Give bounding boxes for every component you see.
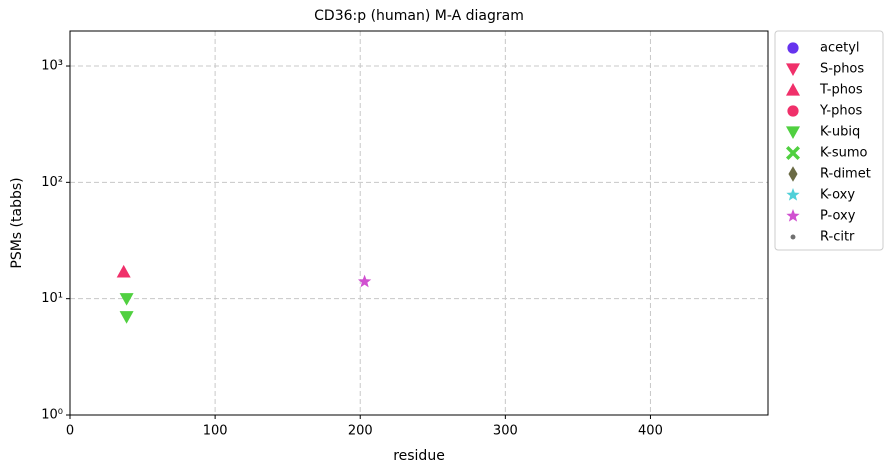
marker: [357, 274, 372, 288]
legend-label: K-sumo: [820, 146, 868, 161]
marker: [788, 166, 798, 182]
chart-title: CD36:p (human) M-A diagram: [314, 8, 524, 24]
marker: [787, 105, 799, 117]
y-tick-label: 10⁰: [41, 408, 63, 423]
x-tick-label: 400: [638, 424, 663, 439]
marker: [786, 209, 800, 222]
legend: acetyl S-phos T-phos Y-phos K-ubiq K-sumo R-di…: [774, 30, 884, 251]
legend-label: K-oxy: [820, 188, 855, 203]
marker: [786, 63, 800, 76]
marker: [786, 126, 800, 139]
marker: [119, 311, 134, 324]
legend-label: acetyl: [820, 41, 860, 56]
marker: [119, 293, 134, 306]
x-tick-label: 300: [493, 424, 518, 439]
plot-frame: [69, 30, 769, 416]
legend-label: R-dimet: [820, 167, 871, 182]
legend-label: R-citr: [820, 230, 855, 245]
legend-label: T-phos: [819, 83, 863, 98]
legend-label: K-ubiq: [820, 125, 860, 140]
legend-label: S-phos: [820, 62, 864, 77]
marker: [786, 83, 800, 96]
x-tick-label: 200: [348, 424, 373, 439]
y-tick-label: 10¹: [41, 291, 63, 306]
x-tick-label: 0: [66, 424, 74, 439]
y-tick-label: 10³: [41, 59, 63, 74]
marker: [116, 264, 131, 278]
legend-label: Y-phos: [819, 104, 863, 119]
marker: [786, 146, 800, 160]
x-axis-label: residue: [393, 448, 445, 464]
marker: [787, 42, 799, 54]
marker: [786, 188, 800, 201]
legend-label: P-oxy: [820, 209, 856, 224]
legend-box: [774, 30, 884, 251]
y-tick-label: 10²: [41, 175, 63, 190]
marker: [790, 234, 796, 240]
x-tick-label: 100: [203, 424, 228, 439]
y-axis-label: PSMs (tabbs): [9, 177, 25, 268]
